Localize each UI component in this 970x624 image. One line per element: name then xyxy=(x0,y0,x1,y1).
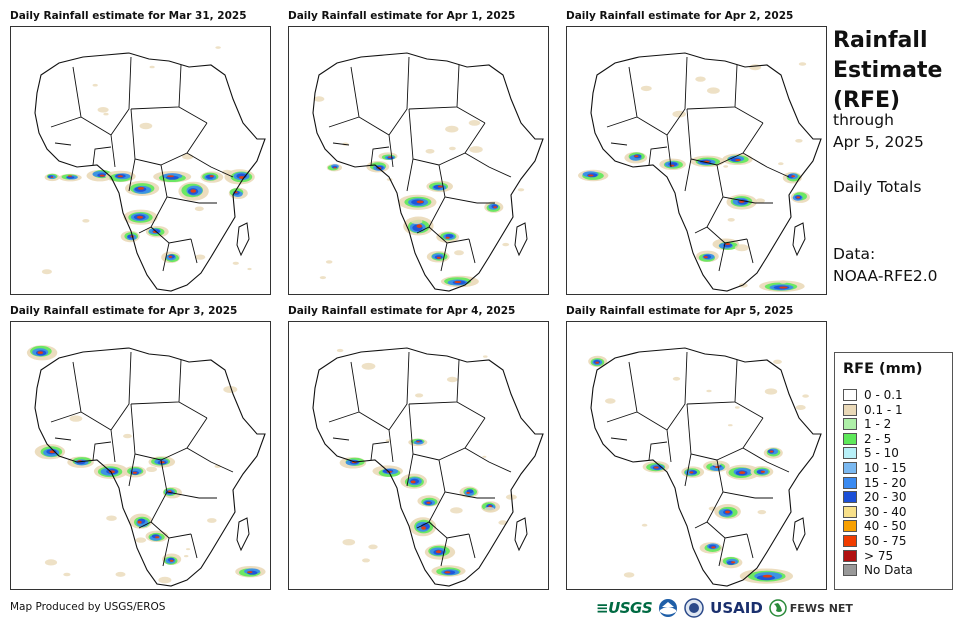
legend-label: 20 - 30 xyxy=(864,490,907,505)
legend-item: No Data xyxy=(843,563,913,577)
totals-label: Daily Totals xyxy=(833,178,922,196)
legend-label: 30 - 40 xyxy=(864,504,907,519)
legend-label: 15 - 20 xyxy=(864,475,907,490)
rainfall-map xyxy=(566,26,827,295)
legend-label: 0.1 - 1 xyxy=(864,402,903,417)
legend-swatch xyxy=(843,476,857,489)
legend-item: 0.1 - 1 xyxy=(843,403,903,417)
legend-swatch xyxy=(843,505,857,518)
legend-item: 2 - 5 xyxy=(843,432,891,446)
rainfall-map xyxy=(10,26,271,295)
legend-item: 0 - 0.1 xyxy=(843,388,903,402)
legend-swatch xyxy=(843,462,857,474)
legend-label: 0 - 0.1 xyxy=(864,388,903,402)
legend-swatch xyxy=(843,549,857,562)
legend-swatch xyxy=(843,520,857,533)
legend-swatch xyxy=(843,564,857,577)
product-title-line: Rainfall xyxy=(833,28,928,53)
legend-swatch xyxy=(843,403,857,416)
legend-label: > 75 xyxy=(864,548,894,563)
legend-label: 1 - 2 xyxy=(864,417,892,432)
end-date: Apr 5, 2025 xyxy=(833,133,924,151)
usaid-logo: USAID xyxy=(710,599,763,617)
data-source: NOAA-RFE2.0 xyxy=(833,267,938,285)
panel-title: Daily Rainfall estimate for Apr 3, 2025 xyxy=(10,305,238,317)
agency-logos: ≡USGS USAID FEWS NET xyxy=(596,597,859,619)
legend-item: 10 - 15 xyxy=(843,461,907,475)
usaid-logo-text: USAID xyxy=(710,599,763,617)
legend-swatch xyxy=(843,447,857,460)
dhs-seal xyxy=(684,598,704,618)
usgs-logo-text: ≡USGS xyxy=(596,599,653,617)
legend-item: 15 - 20 xyxy=(843,476,907,490)
fews-net-logo-text: FEWS NET xyxy=(789,601,853,615)
legend-label: 40 - 50 xyxy=(864,519,907,534)
seal-icon xyxy=(684,598,704,618)
map-credit: Map Produced by USGS/EROS xyxy=(10,601,166,613)
legend-label: No Data xyxy=(864,563,913,578)
product-title: Rainfall Estimate (RFE) xyxy=(833,26,963,116)
legend-item: 20 - 30 xyxy=(843,490,907,504)
legend-swatch xyxy=(843,418,857,431)
product-title-line: Estimate xyxy=(833,58,943,83)
rainfall-map xyxy=(566,321,827,590)
rainfall-map xyxy=(288,26,549,295)
noaa-logo xyxy=(658,598,678,618)
legend-label: 2 - 5 xyxy=(864,431,892,446)
legend-item: 1 - 2 xyxy=(843,417,891,431)
legend-title: RFE (mm) xyxy=(843,361,923,377)
legend-item: > 75 xyxy=(843,549,893,563)
legend-label: 5 - 10 xyxy=(864,446,899,461)
panel-title: Daily Rainfall estimate for Apr 1, 2025 xyxy=(288,10,516,22)
noaa-icon xyxy=(659,599,678,617)
legend-swatch xyxy=(843,389,857,401)
legend-item: 50 - 75 xyxy=(843,534,907,548)
data-label: Data: xyxy=(833,245,876,263)
rainfall-map xyxy=(10,321,271,590)
legend-label: 10 - 15 xyxy=(864,461,907,475)
panel-title: Daily Rainfall estimate for Apr 2, 2025 xyxy=(566,10,794,22)
legend-swatch xyxy=(843,432,857,445)
legend-label: 50 - 75 xyxy=(864,534,907,548)
product-title-line: (RFE) xyxy=(833,88,901,113)
panel-title: Daily Rainfall estimate for Apr 5, 2025 xyxy=(566,305,794,317)
legend-item: 30 - 40 xyxy=(843,505,907,519)
legend-swatch xyxy=(843,491,857,504)
legend-item: 40 - 50 xyxy=(843,519,907,533)
panel-title: Daily Rainfall estimate for Mar 31, 2025 xyxy=(10,10,247,22)
legend-item: 5 - 10 xyxy=(843,446,899,460)
usgs-logo: ≡USGS xyxy=(596,599,653,617)
panel-title: Daily Rainfall estimate for Apr 4, 2025 xyxy=(288,305,516,317)
fews-net-logo: FEWS NET xyxy=(769,599,853,617)
rainfall-map xyxy=(288,321,549,590)
through-label: through xyxy=(833,111,894,129)
legend-swatch xyxy=(843,535,857,547)
globe-icon xyxy=(769,599,787,617)
